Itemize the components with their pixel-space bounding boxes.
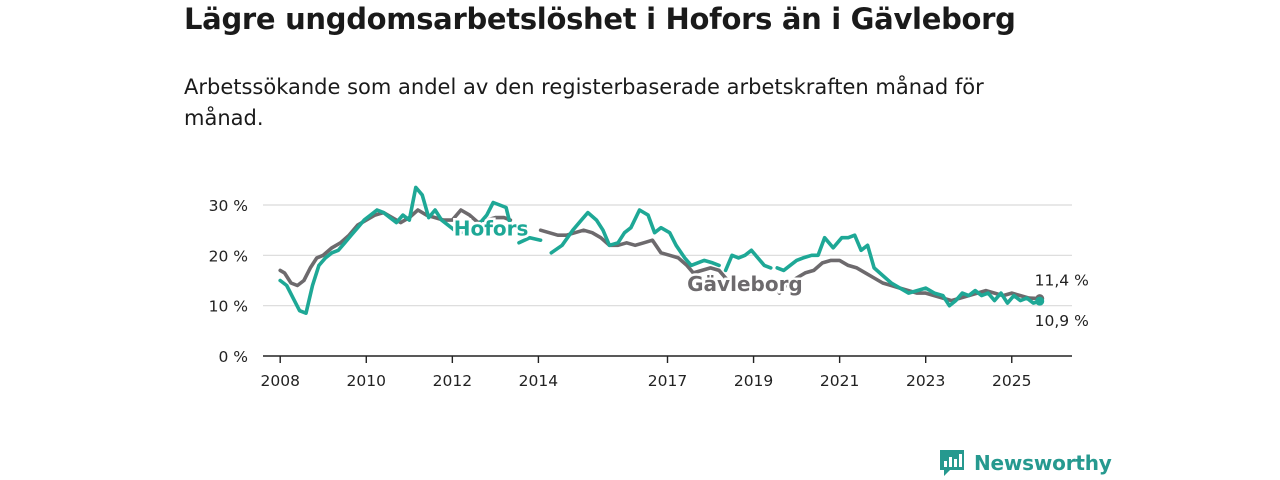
hofors-line [278,185,513,315]
x-tick-label: 2014 [519,372,558,390]
hofors-end-point [1035,296,1045,306]
x-tick-label: 2019 [734,372,773,390]
x-axis-ticks: 2008 2010 2012 2014 2017 2019 2021 2023 2025 [260,355,1072,390]
y-tick-label: 30 % [209,197,248,215]
gavleborg-line [777,258,1042,303]
chart-subtitle: Arbetssökande som andel av den registerb… [184,75,984,130]
newsworthy-brand-name: Newsworthy [974,451,1112,475]
hofors-line [723,248,773,273]
x-tick-label: 2008 [260,372,299,390]
series-labels: Hofors Gävleborg 11,4 % 10,9 % [451,214,1091,332]
x-tick-label: 2010 [347,372,386,390]
hofors-end-value-label: 10,9 % [1035,312,1089,330]
x-tick-label: 2025 [992,372,1031,390]
hofors-series-label: Hofors [454,217,529,241]
y-tick-label: 10 % [209,298,248,316]
series-lines [278,185,1045,315]
gavleborg-end-value-label: 11,4 % [1035,272,1089,290]
hofors-line [549,208,721,268]
gavleborg-series-label: Gävleborg [687,272,803,296]
x-tick-label: 2021 [820,372,859,390]
y-tick-label: 20 % [209,247,248,265]
gavleborg-line [538,228,741,290]
x-tick-label: 2017 [648,372,687,390]
x-tick-label: 2023 [906,372,945,390]
chart-title: Lägre ungdomsarbetslöshet i Hofors än i … [184,2,1016,36]
hofors-line [517,235,543,245]
newsworthy-logo[interactable]: Newsworthy [938,449,1112,477]
y-tick-label: 0 % [218,348,248,366]
hofors-line [775,233,1042,308]
y-axis-ticks: 0 % 10 % 20 % 30 % [209,197,248,366]
newsworthy-logo-icon [940,450,964,476]
x-tick-label: 2012 [433,372,472,390]
